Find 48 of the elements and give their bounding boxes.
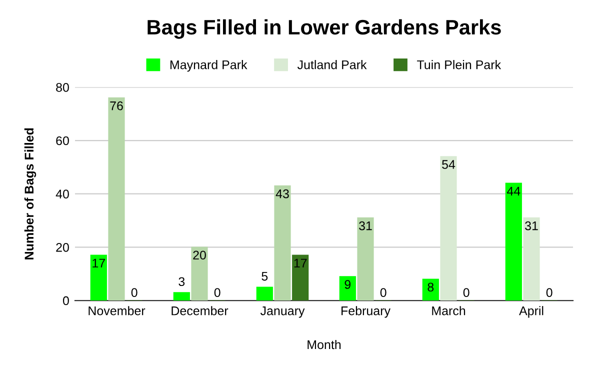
data-label: 8: [428, 282, 434, 292]
data-label: 17: [92, 258, 105, 268]
data-label: 9: [344, 280, 351, 289]
bar: [339, 276, 356, 301]
x-axis-title: Month: [308, 340, 341, 350]
bar: [274, 185, 291, 301]
x-tick-label: December: [172, 306, 228, 316]
x-tick-label: February: [342, 306, 390, 318]
data-label: 43: [276, 189, 289, 198]
data-label: 20: [193, 250, 206, 260]
bar: [256, 286, 273, 301]
y-tick-label: 40: [56, 190, 69, 198]
data-label: 0: [380, 288, 386, 297]
data-label: 5: [262, 272, 268, 281]
legend-label: Tuin Plein Park: [417, 60, 502, 70]
y-tick-label: 20: [56, 242, 69, 252]
data-label: 17: [294, 258, 307, 268]
y-tick-label: 80: [56, 82, 69, 92]
data-label: 3: [178, 277, 185, 286]
bar: [191, 246, 208, 301]
y-axis-title: Number of Bags Filled: [24, 128, 36, 260]
x-tick-label: January: [260, 306, 305, 318]
bar: [523, 217, 540, 301]
bar: [108, 97, 125, 301]
y-tick-label: 0: [62, 296, 69, 306]
data-label: 0: [463, 288, 470, 297]
bar: [90, 254, 107, 301]
data-label: 0: [131, 288, 138, 297]
data-label: 0: [214, 288, 220, 297]
data-label: 31: [525, 221, 538, 230]
chart-title: Bags Filled in Lower Gardens Parks: [148, 19, 501, 39]
x-tick-label: November: [88, 306, 146, 316]
y-tick-label: 60: [56, 136, 69, 146]
data-label: 44: [506, 186, 520, 196]
bar: [440, 156, 457, 301]
data-label: 31: [359, 221, 372, 230]
data-label: 0: [546, 288, 552, 297]
bar: [357, 217, 374, 301]
bar: [292, 254, 309, 301]
data-label: 54: [442, 160, 456, 169]
x-tick-label: March: [432, 306, 466, 316]
legend-label: Jutland Park: [297, 60, 367, 70]
bar: [422, 278, 439, 301]
bar: [173, 292, 190, 301]
x-tick-label: April: [519, 306, 544, 318]
bar: [505, 182, 522, 301]
legend-label: Maynard Park: [170, 60, 248, 72]
data-label: 76: [110, 101, 123, 110]
